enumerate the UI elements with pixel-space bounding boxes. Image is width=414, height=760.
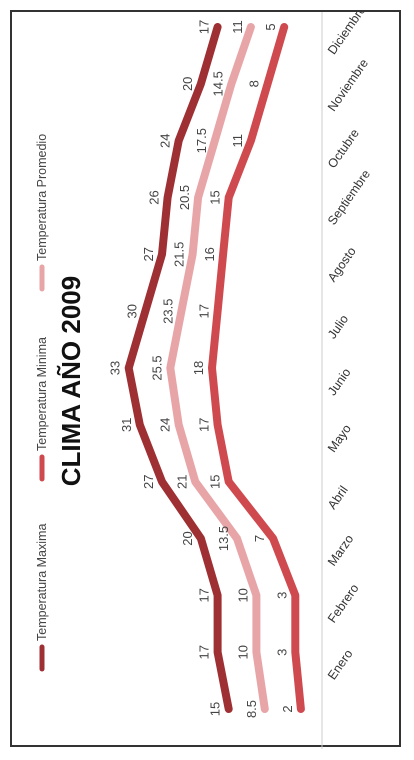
legend-label: Temperatura Minima — [35, 337, 49, 451]
data-label: 17 — [197, 418, 212, 432]
data-label: 17.5 — [194, 128, 209, 153]
x-tick-label: Julio — [325, 312, 351, 341]
data-label: 15 — [208, 702, 223, 716]
x-tick-label: Abril — [325, 483, 351, 512]
data-label: 8.5 — [244, 700, 259, 718]
x-tick-label: Enero — [325, 647, 356, 682]
data-label: 27 — [141, 474, 156, 488]
series-line-2 — [208, 23, 305, 713]
data-label: 26 — [147, 190, 162, 204]
data-label: 31 — [119, 418, 134, 432]
data-label: 10 — [235, 645, 250, 659]
x-tick-label: Marzo — [325, 532, 356, 569]
data-label: 17 — [197, 20, 212, 34]
x-tick-label: Septiembre — [325, 167, 373, 227]
x-tick-label: Junio — [325, 366, 354, 399]
data-label: 11 — [230, 20, 245, 34]
data-label: 20 — [180, 531, 195, 545]
data-label: 5 — [263, 23, 278, 30]
legend-label: Temperatura Maxima — [35, 524, 49, 641]
data-label: 2 — [280, 705, 295, 712]
data-label: 33 — [108, 361, 123, 375]
series-line-3 — [166, 23, 269, 713]
data-label: 15 — [208, 474, 223, 488]
data-label: 3 — [274, 592, 289, 599]
series-layer — [124, 23, 305, 713]
chart-title: CLIMA AÑO 2009 — [56, 276, 86, 486]
chart-rotated-container: CLIMA AÑO 2009 Temperatura Maxima Tempera… — [12, 12, 403, 749]
data-label: 15 — [208, 190, 223, 204]
data-label: 10 — [235, 588, 250, 602]
data-label: 21 — [174, 474, 189, 488]
x-tick-label: Febrero — [325, 581, 362, 625]
data-label: 13.5 — [216, 526, 231, 551]
data-label: 20 — [180, 77, 195, 91]
data-label: 8 — [247, 80, 262, 87]
data-label: 21.5 — [172, 242, 187, 267]
legend-label: Temperatura Promedio — [35, 134, 49, 261]
data-label: 20.5 — [177, 185, 192, 210]
x-tick-label: Octubre — [325, 126, 362, 170]
data-label: 25.5 — [149, 355, 164, 380]
data-label: 17 — [197, 588, 212, 602]
x-axis-tick-labels: Enero Febrero Marzo Abril Mayo Junio Julio Agos… — [325, 12, 373, 682]
data-label: 24 — [158, 418, 173, 432]
data-label: 30 — [124, 304, 139, 318]
x-tick-label: Noviembre — [325, 56, 371, 114]
data-labels-layer: 1517172027313330272624201723371517181716… — [108, 20, 295, 718]
data-label: 17 — [197, 645, 212, 659]
data-label: 17 — [197, 304, 212, 318]
data-label: 16 — [202, 247, 217, 261]
data-label: 3 — [274, 649, 289, 656]
x-tick-label: Mayo — [325, 422, 354, 455]
data-label: 24 — [158, 133, 173, 147]
data-label: 23.5 — [160, 299, 175, 324]
data-label: 14.5 — [210, 71, 225, 96]
data-label: 18 — [191, 361, 206, 375]
chart-frame: CLIMA AÑO 2009 Temperatura Maxima Tempera… — [10, 10, 403, 749]
x-tick-label: Agosto — [325, 244, 359, 284]
x-tick-label: Diciembre — [325, 12, 369, 57]
climate-line-chart: CLIMA AÑO 2009 Temperatura MaximaTempera… — [35, 12, 373, 749]
data-label: 11 — [230, 134, 245, 148]
data-label: 7 — [252, 535, 267, 542]
data-label: 27 — [141, 247, 156, 261]
series-line-1 — [124, 23, 233, 713]
chart-legend: Temperatura Maxima Temperatura Minima Temp… — [35, 134, 49, 672]
